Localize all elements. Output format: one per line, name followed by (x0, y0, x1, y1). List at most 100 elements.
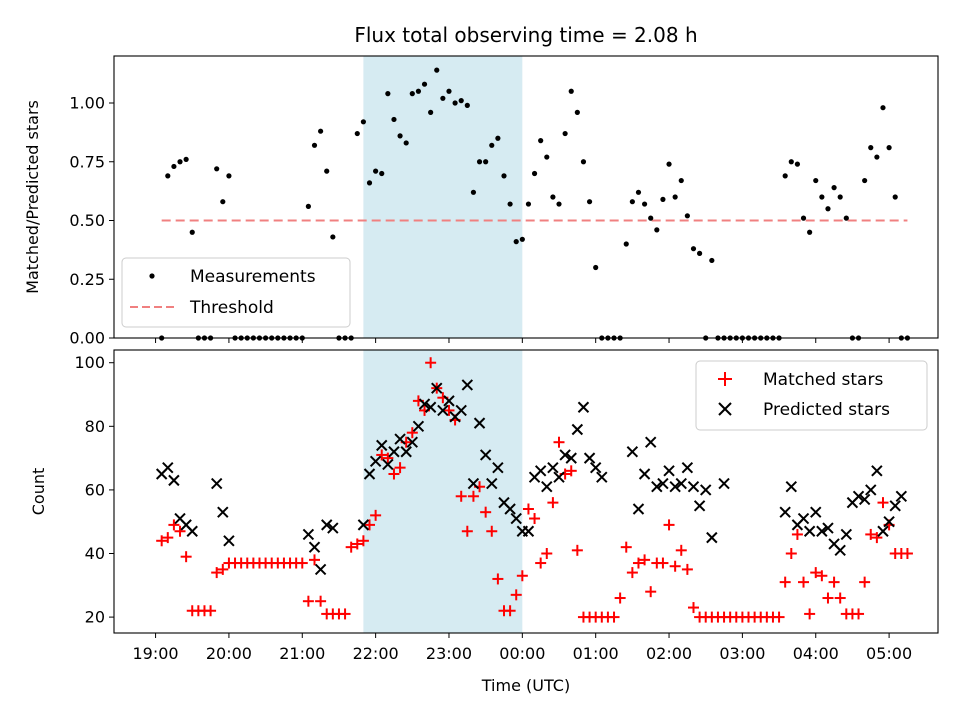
legend-label-predicted: Predicted stars (763, 400, 890, 420)
matched-star-marker (804, 608, 816, 620)
matched-star-marker (351, 538, 363, 550)
predicted-star-marker (785, 481, 798, 493)
matched-star-marker (486, 525, 498, 537)
measurement-point (483, 159, 489, 165)
predicted-star-marker (357, 519, 370, 531)
chart-title: Flux total observing time = 2.08 h (354, 23, 697, 47)
predicted-star-marker (314, 563, 327, 576)
matched-star-marker (626, 567, 638, 579)
matched-star-marker (382, 452, 394, 464)
predicted-star-marker (877, 525, 889, 537)
matched-star-marker (822, 592, 834, 604)
predicted-star-marker (461, 379, 474, 391)
predicted-star-marker (443, 395, 455, 407)
matched-star-marker (510, 589, 522, 601)
predicted-star-marker (663, 465, 675, 477)
measurement-point (556, 201, 562, 207)
measurement-point (678, 177, 684, 184)
predicted-star-marker (583, 452, 596, 464)
predicted-star-marker (394, 433, 406, 445)
matched-star-marker (877, 497, 889, 509)
top-y-tick-label: 0.25 (69, 270, 105, 289)
measurement-point (311, 142, 318, 148)
legend-label-matched: Matched stars (763, 370, 883, 390)
matched-star-marker (461, 525, 473, 537)
measurement-point (580, 159, 587, 165)
predicted-star-marker (797, 512, 810, 525)
matched-star-marker (394, 462, 406, 474)
predicted-star-marker (822, 522, 834, 534)
matched-star-marker (657, 557, 669, 569)
predicted-star-marker (473, 417, 486, 429)
matched-star-marker (620, 541, 632, 553)
matched-star-marker (675, 544, 687, 556)
matched-star-marker (504, 605, 516, 617)
matched-star-marker (859, 576, 871, 588)
measurement-point (440, 95, 446, 101)
predicted-star-marker (223, 535, 235, 547)
measurement-point (391, 116, 397, 123)
matched-star-marker (834, 592, 846, 604)
predicted-star-marker (675, 477, 687, 490)
measurement-point (654, 227, 660, 233)
bottom-legend-box (695, 360, 928, 431)
matched-star-marker (810, 567, 822, 579)
measurement-point (550, 194, 556, 200)
predicted-star-marker (186, 525, 198, 537)
top-y-tick-label: 0.00 (69, 329, 105, 348)
predicted-star-marker (553, 471, 565, 483)
legend-label-threshold: Threshold (189, 298, 274, 318)
matched-star-marker (388, 468, 400, 480)
measurement-point (458, 98, 464, 104)
predicted-star-marker (162, 461, 174, 474)
measurement-point (623, 241, 629, 247)
bottom-y-tick-label: 60 (85, 480, 105, 499)
measurement-point (476, 159, 483, 165)
measurement-point (862, 177, 868, 184)
measurement-point (421, 81, 428, 87)
measurement-point (415, 88, 422, 94)
measurement-point (214, 166, 220, 172)
measurement-point (568, 88, 574, 94)
bottom-y-ticks: 20 40 60 80 100 (74, 353, 114, 627)
legend-marker-matched (718, 372, 732, 386)
measurement-point (409, 91, 415, 97)
measurement-point (403, 140, 409, 146)
measurement-point (434, 67, 440, 73)
predicted-star-marker (522, 525, 535, 537)
x-tick-label: 19:00 (133, 644, 179, 663)
count-panel: 20 40 60 80 100 19:00 20:00 21:00 22:00 23:00 00:… (29, 349, 939, 695)
measurement-point (220, 199, 226, 205)
predicted-star-marker (437, 404, 449, 417)
matched-star-marker (339, 608, 351, 620)
measurement-point (501, 173, 507, 179)
matched-star-marker (308, 554, 320, 566)
predicted-star-marker (492, 461, 504, 474)
predicted-star-marker (302, 528, 315, 541)
predicted-star-marker (889, 500, 901, 512)
predicted-star-marker (589, 461, 602, 474)
predicted-star-marker (424, 401, 437, 413)
matched-star-marker (853, 608, 865, 620)
predicted-star-marker (565, 452, 577, 464)
x-tick-label: 21:00 (279, 644, 325, 663)
matched-star-marker (632, 557, 644, 569)
predicted-star-marker (681, 461, 694, 474)
matched-star-marker (364, 519, 376, 531)
predicted-star-marker (363, 468, 376, 480)
matched-star-marker (156, 535, 168, 547)
top-y-tick-label: 1.00 (69, 94, 105, 113)
matched-star-marker (779, 576, 791, 588)
matched-star-marker (467, 490, 479, 502)
matched-star-marker (480, 506, 492, 518)
measurement-point (788, 159, 794, 165)
measurement-point (837, 194, 843, 200)
top-legend: Measurements Threshold (121, 257, 351, 328)
measurement-point (641, 201, 648, 207)
matched-star-marker (608, 611, 620, 623)
matched-star-marker (443, 404, 455, 416)
matched-star-marker (645, 586, 657, 598)
measurement-point (660, 196, 666, 202)
bottom-y-tick-label: 40 (85, 544, 105, 563)
measurement-point (189, 229, 195, 235)
